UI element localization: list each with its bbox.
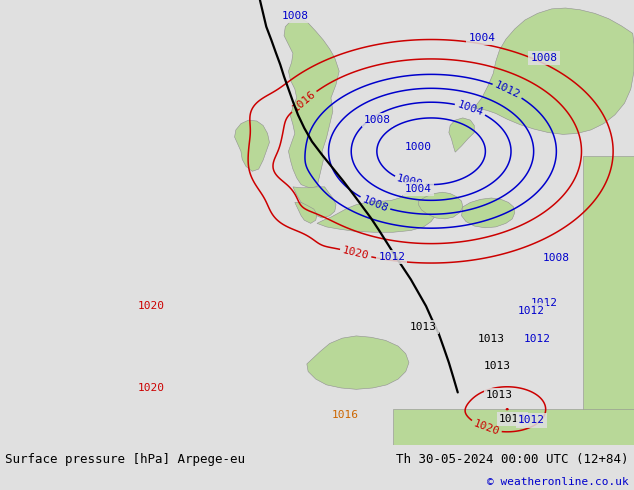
Text: 1004: 1004 bbox=[469, 33, 495, 43]
Text: © weatheronline.co.uk: © weatheronline.co.uk bbox=[487, 477, 629, 487]
Text: 1013: 1013 bbox=[484, 361, 511, 371]
Text: 1012: 1012 bbox=[378, 252, 405, 262]
Text: Th 30-05-2024 00:00 UTC (12+84): Th 30-05-2024 00:00 UTC (12+84) bbox=[396, 453, 629, 466]
Polygon shape bbox=[307, 336, 409, 389]
Text: 1012: 1012 bbox=[531, 298, 557, 308]
Polygon shape bbox=[393, 409, 634, 445]
Text: 1020: 1020 bbox=[138, 301, 164, 311]
Polygon shape bbox=[474, 8, 634, 134]
Text: 1000: 1000 bbox=[405, 142, 432, 152]
Text: 1012: 1012 bbox=[524, 334, 551, 344]
Polygon shape bbox=[449, 118, 474, 152]
Text: 1016: 1016 bbox=[332, 410, 359, 419]
Text: 1004: 1004 bbox=[456, 99, 485, 118]
Text: 1008: 1008 bbox=[364, 115, 391, 125]
Text: 1020: 1020 bbox=[472, 419, 500, 438]
Text: 1012: 1012 bbox=[518, 306, 545, 316]
Text: 1008: 1008 bbox=[543, 253, 570, 263]
Polygon shape bbox=[293, 187, 336, 218]
Text: 1013: 1013 bbox=[478, 334, 505, 344]
Polygon shape bbox=[583, 156, 634, 445]
Polygon shape bbox=[317, 191, 439, 232]
Text: 1008: 1008 bbox=[361, 194, 389, 214]
Text: 1012: 1012 bbox=[518, 416, 545, 425]
Polygon shape bbox=[418, 192, 463, 219]
Text: Surface pressure [hPa] Arpege-eu: Surface pressure [hPa] Arpege-eu bbox=[5, 453, 245, 466]
Text: 1000: 1000 bbox=[396, 173, 424, 190]
Text: 1013: 1013 bbox=[410, 322, 437, 332]
Text: 1020: 1020 bbox=[138, 383, 164, 393]
Text: 1013: 1013 bbox=[499, 414, 526, 424]
Polygon shape bbox=[462, 198, 515, 228]
Text: 1013: 1013 bbox=[486, 390, 513, 400]
Text: 1012: 1012 bbox=[493, 80, 522, 100]
Text: 1020: 1020 bbox=[341, 245, 370, 261]
Polygon shape bbox=[235, 120, 269, 172]
Polygon shape bbox=[295, 202, 317, 223]
Text: 1008: 1008 bbox=[531, 53, 557, 63]
Text: 1016: 1016 bbox=[290, 89, 318, 114]
Polygon shape bbox=[284, 18, 339, 188]
Text: 1008: 1008 bbox=[281, 11, 308, 21]
Text: 1004: 1004 bbox=[405, 184, 432, 194]
